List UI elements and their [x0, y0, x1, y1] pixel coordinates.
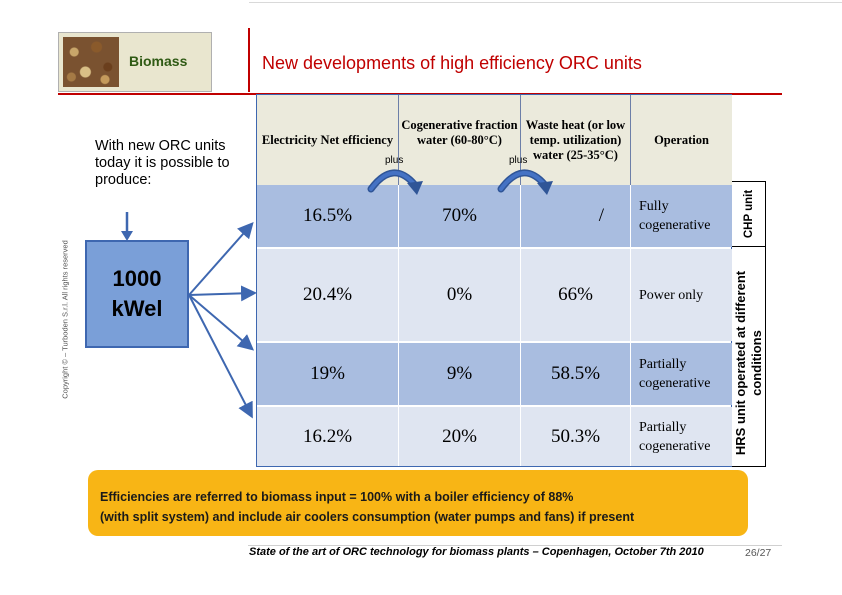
curved-arrow-icon [497, 169, 553, 195]
header-operation: Operation [631, 95, 732, 185]
page-title: New developments of high efficiency ORC … [262, 53, 642, 73]
side-label-frame [732, 181, 766, 467]
header-electricity: Electricity Net efficiency [257, 95, 398, 185]
intro-text: With new ORC units today it is possible … [95, 138, 230, 188]
down-arrow-icon [121, 212, 133, 241]
header-divider [630, 95, 631, 185]
copyright-notice: Copyright © – Turboden S.r.l. All rights… [60, 240, 70, 399]
plus-label: plus [385, 155, 404, 166]
table-cell-operation: Fully cogenerative [631, 185, 732, 247]
footer-rule [248, 545, 782, 546]
power-unit: kWel [111, 296, 163, 321]
header-divider [398, 95, 399, 185]
note-line: Efficiencies are referred to biomass inp… [100, 490, 574, 504]
table-cell-electricity: 19% [257, 343, 398, 405]
side-label-divider [732, 246, 766, 247]
table-cell-waste: 66% [521, 249, 630, 341]
header-cogenerative: Cogenerative fraction water (60-80°C) [399, 95, 520, 185]
table-cell-cogen: 70% [399, 185, 520, 247]
biomass-section-box: Biomass [58, 32, 212, 92]
hrs-unit-label: HRS unit operated at different condition… [733, 270, 764, 456]
power-value: 1000 [112, 266, 162, 291]
table-cell-electricity: 20.4% [257, 249, 398, 341]
table-cell-cogen: 0% [399, 249, 520, 341]
header-waste-heat: Waste heat (or low temp. utilization) wa… [521, 95, 630, 185]
page-number: 26/27 [745, 547, 772, 559]
efficiency-note: Efficiencies are referred to biomass inp… [88, 470, 748, 536]
chp-unit-label: CHP unit [743, 189, 755, 239]
curved-arrow-icon [367, 169, 423, 195]
section-label: Biomass [129, 53, 188, 69]
plus-label: plus [509, 155, 528, 166]
table-cell-waste: 58.5% [521, 343, 630, 405]
fan-arrows-icon [188, 222, 257, 419]
table-cell-operation: Partially cogenerative [631, 343, 732, 405]
efficiency-table: Electricity Net efficiency Cogenerative … [256, 94, 732, 467]
header-divider [520, 95, 521, 185]
table-cell-waste: / [521, 185, 630, 247]
table-cell-electricity: 16.5% [257, 185, 398, 247]
table-cell-cogen: 9% [399, 343, 520, 405]
power-output-text: 1000 kWel [87, 264, 187, 324]
table-cell-cogen: 20% [399, 407, 520, 466]
biomass-photo [63, 37, 119, 87]
top-rule [249, 2, 842, 3]
footer-text: State of the art of ORC technology for b… [249, 546, 704, 558]
title-divider-vertical [248, 28, 250, 92]
power-output-box: 1000 kWel [85, 240, 189, 348]
table-cell-operation: Partially cogenerative [631, 407, 732, 466]
note-line: (with split system) and include air cool… [100, 510, 635, 524]
table-cell-waste: 50.3% [521, 407, 630, 466]
table-cell-operation: Power only [631, 249, 732, 341]
table-cell-electricity: 16.2% [257, 407, 398, 466]
